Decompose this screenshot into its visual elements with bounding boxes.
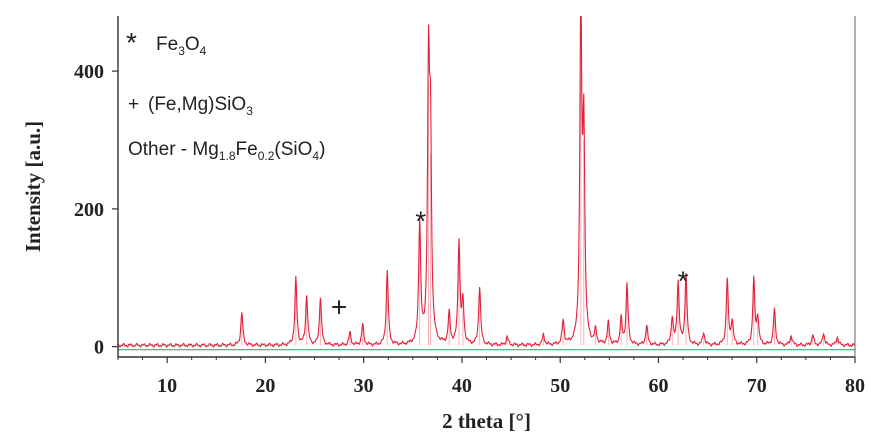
x-tick-label: 20 <box>255 375 275 397</box>
phase-markers: + * * <box>331 205 689 322</box>
legend-label-other: Other - Mg1.8Fe0.2(SiO4) <box>128 139 325 163</box>
x-tick-label: 40 <box>452 375 472 397</box>
x-tick-label: 10 <box>157 375 177 397</box>
diffraction-pattern-line <box>118 16 855 348</box>
y-axis-ticks: 0 200 400 <box>74 61 118 359</box>
x-tick-label: 70 <box>747 375 767 397</box>
fe3o4-peak-marker: * <box>678 265 689 296</box>
x-axis-ticks: 10 20 30 40 50 60 70 80 <box>117 357 865 397</box>
x-tick-label: 30 <box>354 375 374 397</box>
y-tick-label: 0 <box>94 337 104 359</box>
x-tick-label: 80 <box>845 375 865 397</box>
legend: * Fe3O4 + (Fe,Mg)SiO3 Other - Mg1.8Fe0.2… <box>126 27 325 163</box>
legend-label-fe3o4: Fe3O4 <box>156 34 207 58</box>
y-tick-label: 400 <box>74 61 104 83</box>
x-tick-label: 50 <box>550 375 570 397</box>
y-axis-title: Intensity [a.u.] <box>21 121 45 252</box>
diffraction-peaks <box>241 16 838 346</box>
legend-label-silicate: (Fe,Mg)SiO3 <box>148 94 253 118</box>
y-tick-label: 200 <box>74 199 104 221</box>
x-tick-label: 60 <box>648 375 668 397</box>
fe3o4-peak-marker: * <box>415 205 426 236</box>
legend-symbol-fe3o4: * <box>126 27 137 58</box>
legend-symbol-silicate: + <box>128 94 139 115</box>
silicate-peak-marker: + <box>331 292 347 323</box>
x-axis-title: 2 theta [°] <box>442 409 531 433</box>
